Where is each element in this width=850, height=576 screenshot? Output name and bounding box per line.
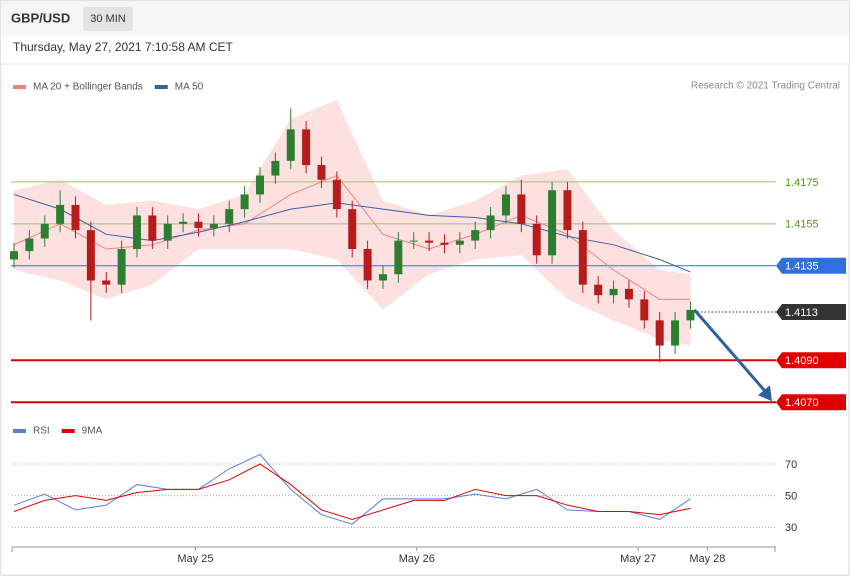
candle-body <box>348 209 357 250</box>
candle-body <box>609 288 618 296</box>
candle-body <box>209 223 218 229</box>
candle-body <box>624 288 633 300</box>
candle-body <box>179 221 188 224</box>
candle-body <box>148 215 157 241</box>
y-tick-label: 30 <box>785 522 797 534</box>
candle-body <box>378 274 387 281</box>
credit: Research © 2021 Trading Central <box>691 81 840 92</box>
level-label: 1.4175 <box>785 177 819 189</box>
level-label: 1.4155 <box>785 219 819 231</box>
candle-body <box>225 209 234 224</box>
candle-body <box>240 194 249 210</box>
candle-body <box>271 160 280 176</box>
x-tick-label: May 27 <box>620 553 656 565</box>
candle-body <box>455 240 464 245</box>
candle-body <box>302 129 311 166</box>
header-bar <box>1 1 849 36</box>
candle-body <box>440 242 449 245</box>
candle-body <box>409 240 418 242</box>
candle-body <box>102 280 111 285</box>
candle-body <box>471 230 480 241</box>
y-tick-label: 70 <box>785 459 797 471</box>
candle-body <box>132 215 141 250</box>
candle-body <box>501 194 510 216</box>
candle-body <box>40 223 49 239</box>
timestamp: Thursday, May 27, 2021 7:10:58 AM CET <box>13 40 234 54</box>
legend-swatch <box>61 429 75 433</box>
ma-line <box>13 174 691 300</box>
candle-body <box>548 190 557 256</box>
level-tag <box>776 394 846 411</box>
plot-frame <box>0 63 850 576</box>
candle-body <box>532 223 541 256</box>
candle-body <box>194 221 203 229</box>
candle-body <box>640 299 649 321</box>
candle-body <box>517 194 526 224</box>
legend-label: MA 20 + Bollinger Bands <box>33 82 143 93</box>
candle-body <box>117 249 126 285</box>
timeframe-box[interactable] <box>83 7 133 31</box>
candle-body <box>332 179 341 210</box>
projection-arrowhead <box>758 385 772 402</box>
rsi-line <box>13 463 691 520</box>
level-label: 1.4090 <box>785 355 819 367</box>
legend-swatch <box>154 85 168 89</box>
level-tag <box>776 352 846 369</box>
candle-body <box>255 175 264 195</box>
level-label: 1.4135 <box>785 261 819 273</box>
legend-label: MA 50 <box>175 82 204 93</box>
level-label: 1.4113 <box>785 307 818 319</box>
candle-body <box>363 249 372 281</box>
level-tag <box>776 303 846 320</box>
x-tick-label: May 26 <box>399 553 435 565</box>
candle-body <box>686 309 695 321</box>
legend-swatch <box>13 429 26 433</box>
candle-body <box>394 240 403 275</box>
candle-body <box>655 320 664 346</box>
legend-label: RSI <box>33 426 50 437</box>
candle-body <box>10 251 18 260</box>
rsi-line <box>13 453 691 525</box>
legend-swatch <box>13 85 26 89</box>
ma-line <box>13 193 691 273</box>
candle-body <box>163 223 172 241</box>
timeframe[interactable]: 30 MIN <box>90 13 126 25</box>
candle-body <box>425 240 434 243</box>
candle-body <box>594 284 603 296</box>
candle-body <box>563 190 572 231</box>
symbol: GBP/USD <box>11 10 70 25</box>
candle-body <box>671 320 680 346</box>
x-tick-label: May 28 <box>689 553 725 565</box>
y-tick-label: 50 <box>785 491 797 503</box>
candle-body <box>486 215 495 231</box>
level-label: 1.4070 <box>785 397 819 409</box>
candle-body <box>71 204 80 231</box>
level-tag <box>776 257 846 274</box>
candle-body <box>56 204 65 224</box>
legend-label: 9MA <box>82 426 103 437</box>
candle-body <box>86 230 95 281</box>
x-tick-label: May 25 <box>177 553 213 565</box>
candle-body <box>25 238 34 252</box>
candle-body <box>578 230 587 285</box>
projection-arrow <box>693 308 768 394</box>
candle-body <box>317 165 326 180</box>
candle-body <box>286 129 295 161</box>
